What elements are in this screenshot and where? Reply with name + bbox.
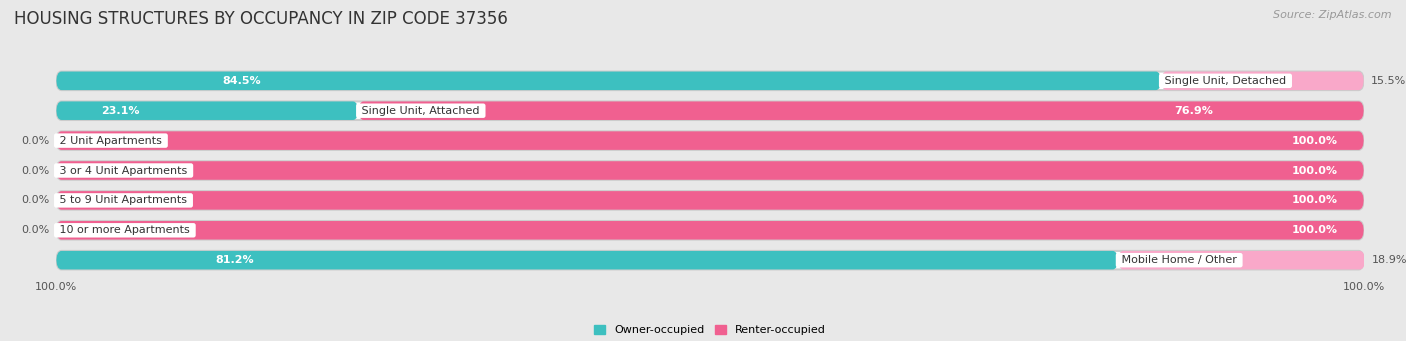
Text: 2 Unit Apartments: 2 Unit Apartments xyxy=(56,136,166,146)
Text: 84.5%: 84.5% xyxy=(222,76,260,86)
Text: 15.5%: 15.5% xyxy=(1371,76,1406,86)
FancyBboxPatch shape xyxy=(56,251,1364,269)
FancyBboxPatch shape xyxy=(1118,251,1365,269)
FancyBboxPatch shape xyxy=(1161,72,1364,90)
Text: 100.0%: 100.0% xyxy=(1292,165,1337,176)
Text: HOUSING STRUCTURES BY OCCUPANCY IN ZIP CODE 37356: HOUSING STRUCTURES BY OCCUPANCY IN ZIP C… xyxy=(14,10,508,28)
Text: 100.0%: 100.0% xyxy=(1292,195,1337,205)
FancyBboxPatch shape xyxy=(56,161,1364,180)
FancyBboxPatch shape xyxy=(56,191,1364,210)
Text: 0.0%: 0.0% xyxy=(21,195,49,205)
Text: 0.0%: 0.0% xyxy=(21,165,49,176)
FancyBboxPatch shape xyxy=(56,251,1118,269)
Text: 0.0%: 0.0% xyxy=(21,136,49,146)
FancyBboxPatch shape xyxy=(56,161,1364,180)
FancyBboxPatch shape xyxy=(56,221,1364,240)
Text: Single Unit, Attached: Single Unit, Attached xyxy=(359,106,484,116)
Text: 100.0%: 100.0% xyxy=(1292,136,1337,146)
FancyBboxPatch shape xyxy=(56,101,1364,120)
Text: 76.9%: 76.9% xyxy=(1174,106,1213,116)
Legend: Owner-occupied, Renter-occupied: Owner-occupied, Renter-occupied xyxy=(593,325,827,335)
FancyBboxPatch shape xyxy=(359,101,1364,120)
Text: Single Unit, Detached: Single Unit, Detached xyxy=(1161,76,1289,86)
Text: 10 or more Apartments: 10 or more Apartments xyxy=(56,225,194,235)
FancyBboxPatch shape xyxy=(56,72,1364,90)
Text: 0.0%: 0.0% xyxy=(21,225,49,235)
Text: Mobile Home / Other: Mobile Home / Other xyxy=(1118,255,1240,265)
FancyBboxPatch shape xyxy=(56,131,1364,150)
Text: 81.2%: 81.2% xyxy=(215,255,254,265)
Text: 23.1%: 23.1% xyxy=(101,106,141,116)
FancyBboxPatch shape xyxy=(56,221,1364,240)
FancyBboxPatch shape xyxy=(56,131,1364,150)
Text: 3 or 4 Unit Apartments: 3 or 4 Unit Apartments xyxy=(56,165,191,176)
FancyBboxPatch shape xyxy=(56,72,1161,90)
Text: Source: ZipAtlas.com: Source: ZipAtlas.com xyxy=(1274,10,1392,20)
FancyBboxPatch shape xyxy=(56,101,359,120)
Text: 100.0%: 100.0% xyxy=(1292,225,1337,235)
FancyBboxPatch shape xyxy=(56,191,1364,210)
Text: 5 to 9 Unit Apartments: 5 to 9 Unit Apartments xyxy=(56,195,191,205)
Text: 18.9%: 18.9% xyxy=(1372,255,1406,265)
